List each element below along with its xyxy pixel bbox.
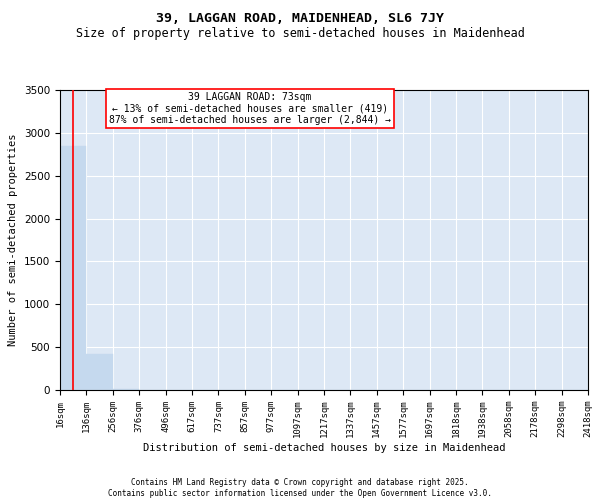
Bar: [86, 354, 113, 390]
Text: Size of property relative to semi-detached houses in Maidenhead: Size of property relative to semi-detach…: [76, 28, 524, 40]
Text: 39 LAGGAN ROAD: 73sqm
← 13% of semi-detached houses are smaller (419)
87% of sem: 39 LAGGAN ROAD: 73sqm ← 13% of semi-deta…: [109, 92, 391, 124]
X-axis label: Distribution of semi-detached houses by size in Maidenhead: Distribution of semi-detached houses by …: [143, 443, 505, 453]
Y-axis label: Number of semi-detached properties: Number of semi-detached properties: [8, 134, 19, 346]
Bar: [113, 389, 139, 390]
Bar: [60, 146, 86, 390]
Text: 39, LAGGAN ROAD, MAIDENHEAD, SL6 7JY: 39, LAGGAN ROAD, MAIDENHEAD, SL6 7JY: [156, 12, 444, 26]
Text: Contains HM Land Registry data © Crown copyright and database right 2025.
Contai: Contains HM Land Registry data © Crown c…: [108, 478, 492, 498]
